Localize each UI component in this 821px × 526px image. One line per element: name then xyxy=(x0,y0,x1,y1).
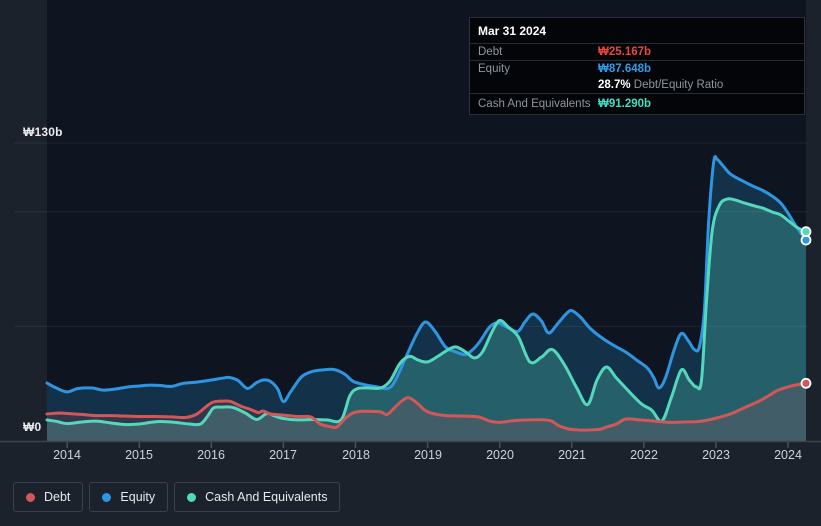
tooltip-equity-label: Equity xyxy=(478,63,510,75)
equity-area xyxy=(47,156,806,441)
tooltip-debt-value: ₩25.167b xyxy=(598,46,652,58)
cash-end-marker[interactable] xyxy=(800,226,812,238)
chart-legend: Debt Equity Cash And Equivalents xyxy=(13,482,341,512)
tooltip-debt-label: Debt xyxy=(478,46,503,58)
debt-end-marker[interactable] xyxy=(800,377,812,389)
x-axis-label: 2016 xyxy=(197,448,225,462)
x-axis-label: 2024 xyxy=(774,448,802,462)
x-axis-label: 2023 xyxy=(702,448,730,462)
tooltip-equity-value: ₩87.648b xyxy=(598,63,652,75)
equity-legend-dot-icon xyxy=(102,492,112,502)
x-axis-label: 2015 xyxy=(125,448,153,462)
tooltip-row-cash: Cash And Equivalents ₩91.290b xyxy=(470,93,804,114)
x-axis-label: 2020 xyxy=(486,448,514,462)
tooltip-row-debt: Debt ₩25.167b xyxy=(470,43,804,60)
x-axis-label: 2014 xyxy=(53,448,81,462)
cash-line xyxy=(45,197,808,427)
tooltip-ratio-value: 28.7% xyxy=(598,79,631,91)
legend-item-debt[interactable]: Debt xyxy=(13,482,84,512)
debt-line xyxy=(45,381,808,432)
tooltip-cash-label: Cash And Equivalents xyxy=(478,98,591,110)
debt-legend-dot-icon xyxy=(26,492,35,502)
x-axis-label: 2017 xyxy=(269,448,297,462)
legend-debt-label: Debt xyxy=(44,490,71,504)
equity-line xyxy=(45,155,808,404)
legend-cash-label: Cash And Equivalents xyxy=(205,490,328,504)
x-axis-label: 2019 xyxy=(414,448,442,462)
y-axis-label-zero: ₩0 xyxy=(23,420,42,434)
y-axis-label-max: ₩130b xyxy=(23,125,63,139)
tooltip-cash-value: ₩91.290b xyxy=(598,98,652,110)
cash-legend-dot-icon xyxy=(187,492,197,502)
tooltip-date: Mar 31 2024 xyxy=(478,23,547,38)
x-axis: 2014 2015 2016 2017 2018 2019 2020 2021 2022 2023… xyxy=(0,448,821,464)
legend-item-cash[interactable]: Cash And Equivalents xyxy=(174,482,341,512)
legend-item-equity[interactable]: Equity xyxy=(89,482,169,512)
x-axis-label: 2018 xyxy=(342,448,370,462)
tooltip-ratio: 28.7% Debt/Equity Ratio xyxy=(598,79,723,91)
legend-equity-label: Equity xyxy=(120,490,156,504)
x-axis-label: 2021 xyxy=(558,448,586,462)
tooltip-row-ratio: 28.7% Debt/Equity Ratio xyxy=(470,77,804,93)
tooltip-ratio-label: Debt/Equity Ratio xyxy=(630,79,724,91)
tooltip-row-equity: Equity ₩87.648b xyxy=(470,60,804,77)
cash-area xyxy=(47,198,806,441)
x-axis-label: 2022 xyxy=(630,448,658,462)
chart-tooltip: Mar 31 2024 Debt ₩25.167b Equity ₩87.648… xyxy=(469,17,805,115)
